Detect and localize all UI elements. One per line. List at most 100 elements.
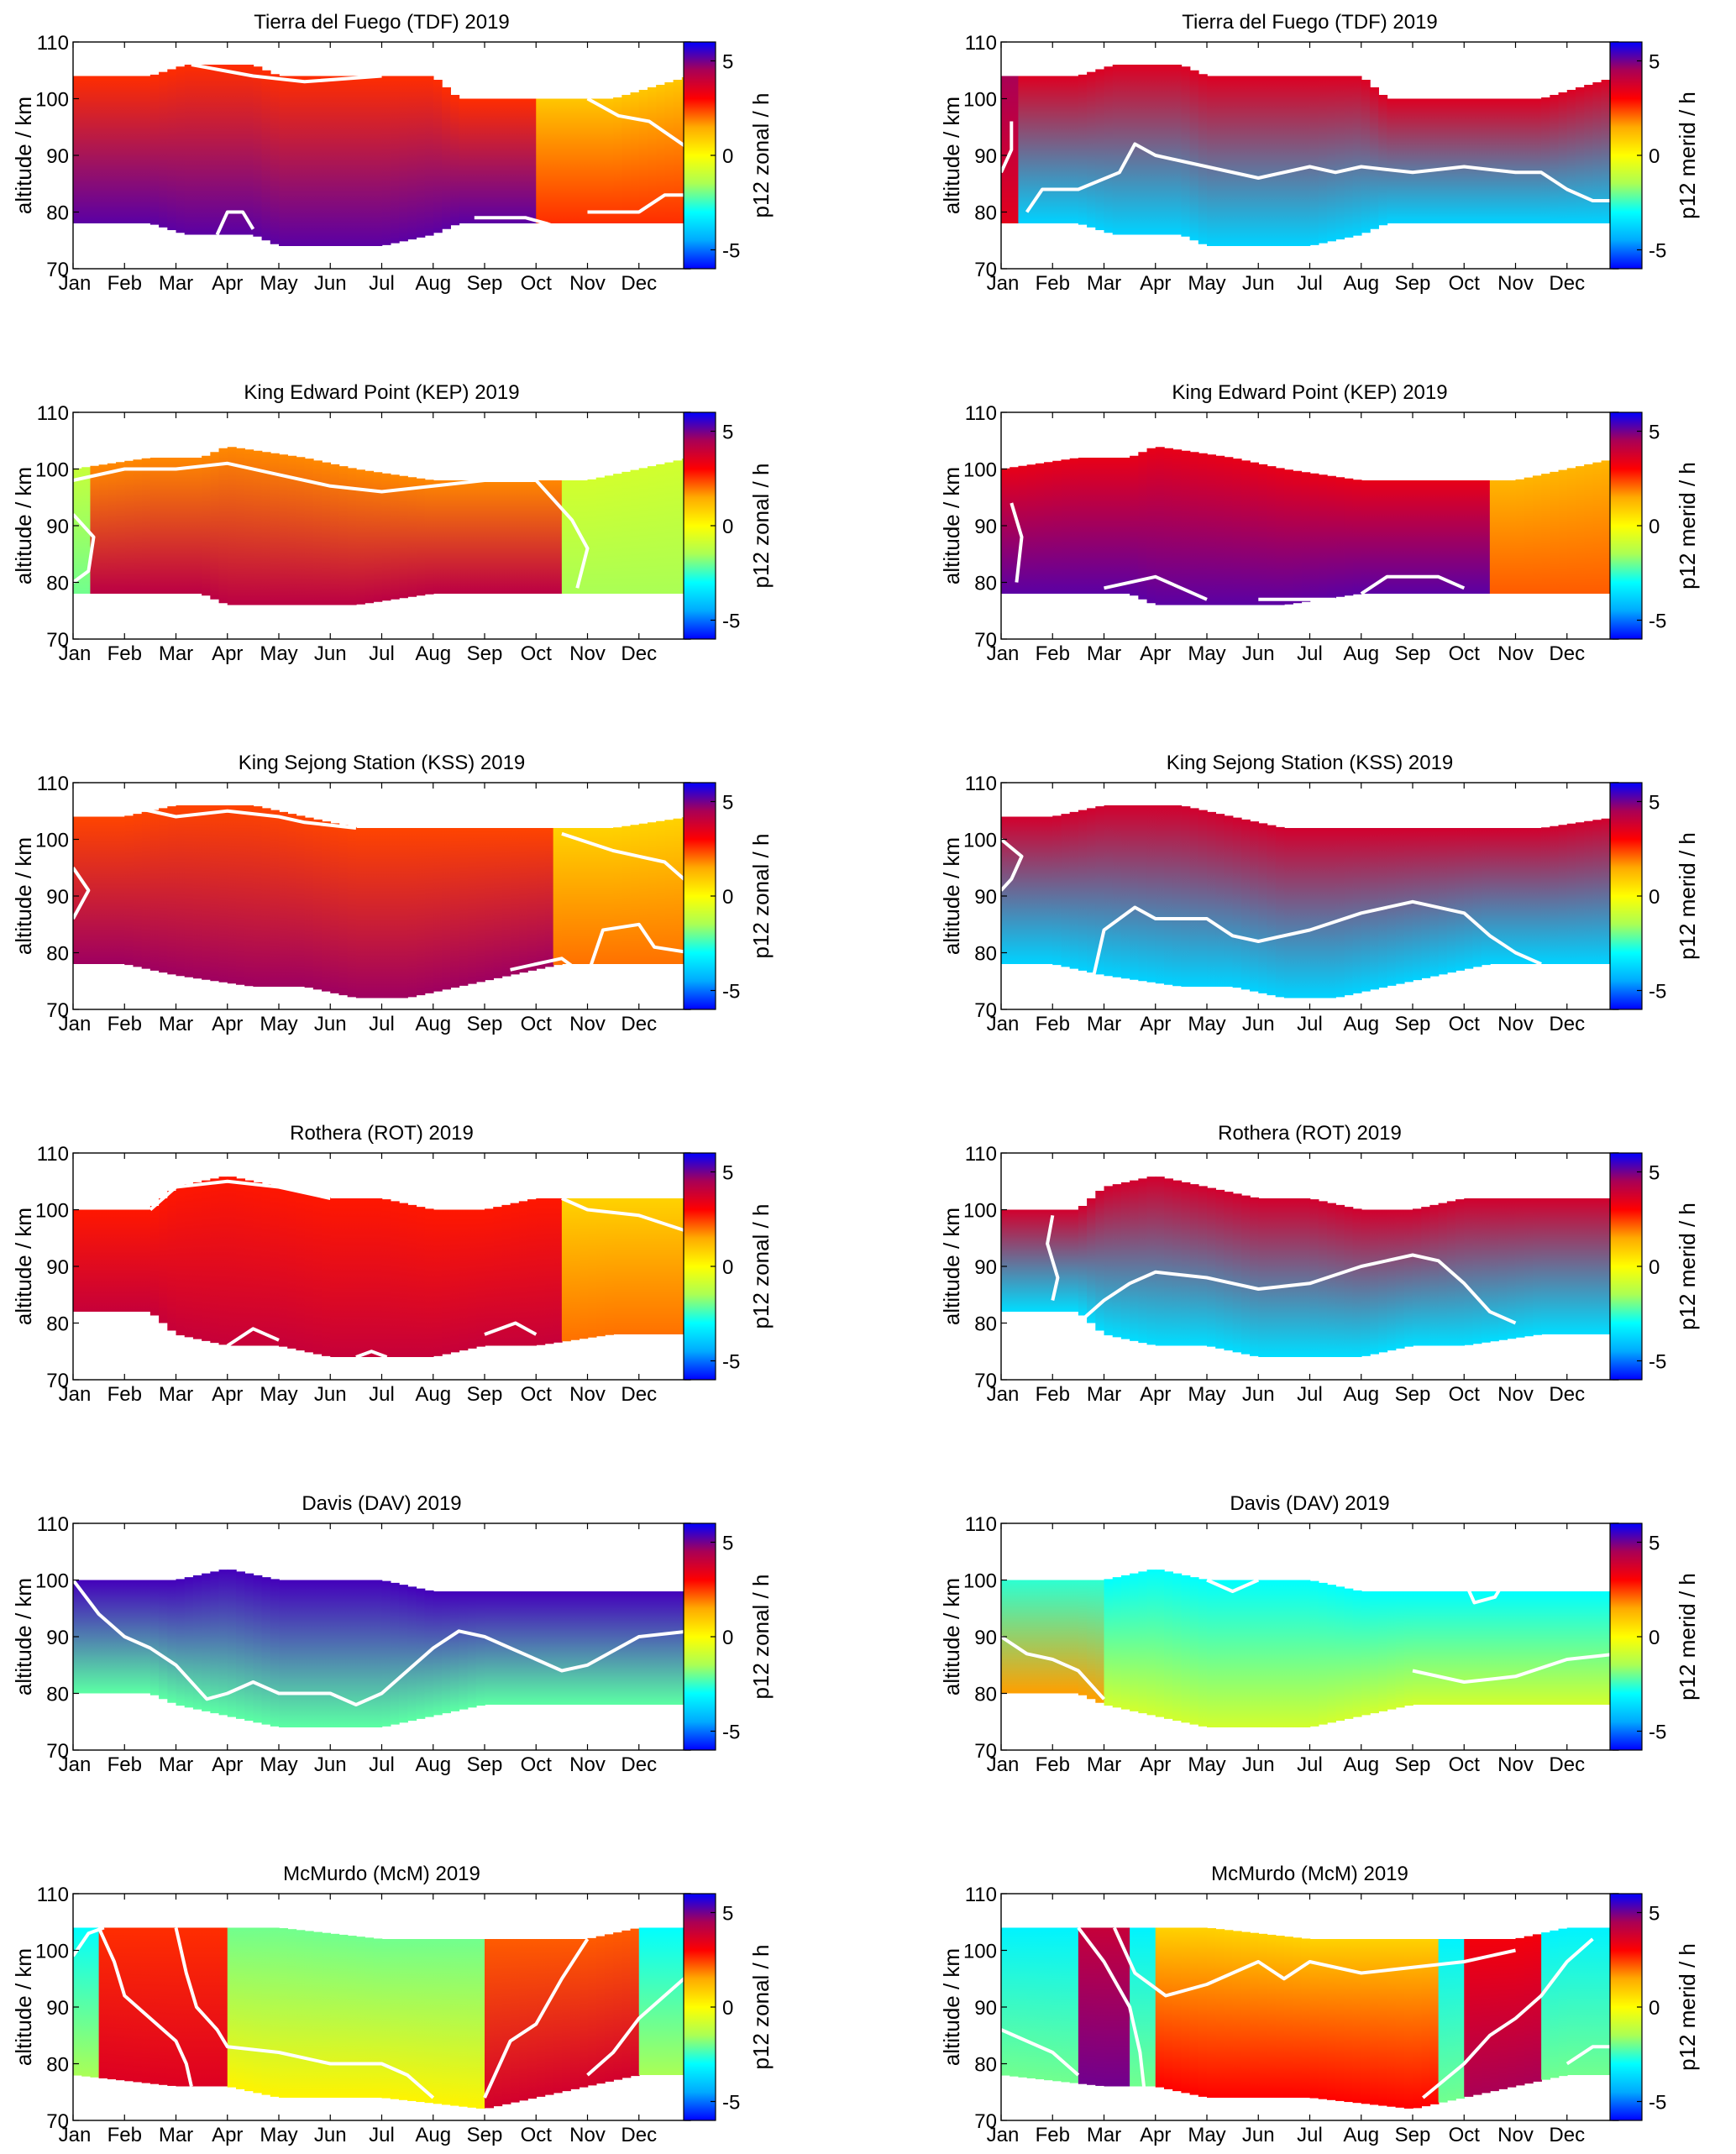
heat-column [1464, 828, 1474, 969]
x-tick-label: Jul [369, 642, 395, 665]
x-tick-label: Jun [314, 2124, 347, 2146]
colorbar-tick-label: 0 [1649, 145, 1660, 168]
heat-column [227, 447, 237, 605]
heat-column [1395, 480, 1405, 594]
heat-column [1309, 473, 1319, 601]
heat-column [116, 1580, 126, 1694]
heat-column [116, 76, 126, 223]
heat-column [579, 828, 589, 964]
heat-column [1395, 1209, 1405, 1349]
heat-column [1172, 449, 1183, 605]
x-tick-label: Jul [369, 2124, 395, 2146]
heat-column [1069, 458, 1079, 594]
heat-column [1010, 1209, 1020, 1312]
heat-column [570, 1939, 580, 2089]
heat-column [467, 1939, 477, 2108]
zero-contour [1360, 574, 1466, 595]
x-tick-label: Jul [1297, 642, 1323, 665]
zero-contour [1206, 1578, 1260, 1593]
heat-column [604, 1198, 614, 1335]
colorbar [683, 411, 716, 640]
x-tick-label: Dec [1549, 2124, 1585, 2146]
heat-column [638, 1591, 648, 1705]
y-tick-label: 90 [46, 516, 69, 538]
heat-column [656, 1198, 666, 1334]
heat-column [312, 1931, 323, 2098]
y-tick-label: 110 [37, 32, 69, 55]
heat-column [1198, 1186, 1208, 1346]
heat-column [604, 1591, 614, 1705]
x-tick-label: Mar [1087, 1753, 1121, 1776]
heat-column [1293, 1937, 1303, 2098]
heat-column [1524, 477, 1534, 594]
x-tick-label: Jul [1297, 1383, 1323, 1406]
heat-column [107, 463, 117, 594]
heat-column [536, 98, 546, 223]
heat-column [1489, 480, 1499, 594]
heat-column [1130, 805, 1140, 980]
colorbar [1609, 782, 1643, 1010]
heat-column [338, 76, 349, 246]
heat-column [1301, 1580, 1311, 1727]
heat-column [1258, 823, 1268, 993]
heat-column [1061, 1927, 1071, 2083]
heat-column [1361, 1591, 1371, 1716]
heat-column [202, 455, 212, 596]
x-tick-label: Sep [467, 1383, 503, 1406]
colorbar-tick-label: 5 [722, 1162, 733, 1185]
heat-column [133, 459, 143, 594]
heat-column [373, 76, 383, 246]
heat-column [304, 817, 314, 988]
heat-column [1138, 1927, 1148, 2087]
heat-column [561, 98, 571, 223]
heat-column [1344, 1588, 1354, 1719]
colorbar-tick-label: 0 [1649, 1256, 1660, 1279]
y-tick-label: 110 [965, 773, 997, 795]
x-tick-label: Jul [369, 1383, 395, 1406]
heat-column [553, 480, 563, 594]
heat-column [381, 1199, 391, 1357]
x-tick-label: May [260, 2124, 297, 2146]
panel-title: Rothera (ROT) 2019 [290, 1122, 474, 1145]
heat-column [365, 828, 375, 998]
heat-column [1421, 1591, 1431, 1705]
heat-column [1446, 1591, 1456, 1705]
heat-column [210, 1927, 220, 2087]
heat-column [416, 828, 426, 996]
panel-title: King Edward Point (KEP) 2019 [1172, 381, 1447, 404]
x-tick-label: May [260, 1753, 297, 1776]
heat-column [673, 1198, 683, 1334]
heat-column [433, 480, 443, 594]
heat-column [1335, 1939, 1345, 2101]
x-tick-label: Feb [1036, 1013, 1070, 1035]
heat-column [304, 1580, 314, 1727]
heat-column [1309, 1199, 1319, 1357]
heat-column [1455, 98, 1466, 223]
heat-column [1267, 76, 1277, 246]
heat-column [1250, 1580, 1260, 1727]
heat-column [1207, 1187, 1217, 1347]
x-tick-label: Jan [987, 2124, 1020, 2146]
heat-column [1481, 828, 1491, 966]
heat-column [141, 76, 151, 223]
heat-column [1498, 1198, 1508, 1340]
heat-column [296, 1930, 306, 2098]
heat-column [1592, 82, 1602, 223]
x-tick-label: Oct [1449, 272, 1481, 295]
x-tick-label: Jan [987, 1753, 1020, 1776]
zero-contour [484, 1321, 538, 1336]
x-tick-label: Feb [1036, 1753, 1070, 1776]
heat-column [416, 1588, 426, 1719]
heat-column [1078, 1927, 1088, 2084]
heat-column [210, 65, 220, 235]
heat-column [1429, 480, 1440, 594]
heat-column [1181, 1927, 1191, 2094]
x-tick-label: Jun [314, 642, 347, 665]
heat-column [390, 828, 400, 998]
y-tick-label: 100 [963, 1200, 997, 1223]
heat-column [579, 1939, 589, 2088]
heat-column [1026, 816, 1036, 964]
zero-contour [561, 1197, 691, 1234]
x-tick-label: Apr [212, 1753, 243, 1776]
heat-column [322, 1580, 332, 1727]
